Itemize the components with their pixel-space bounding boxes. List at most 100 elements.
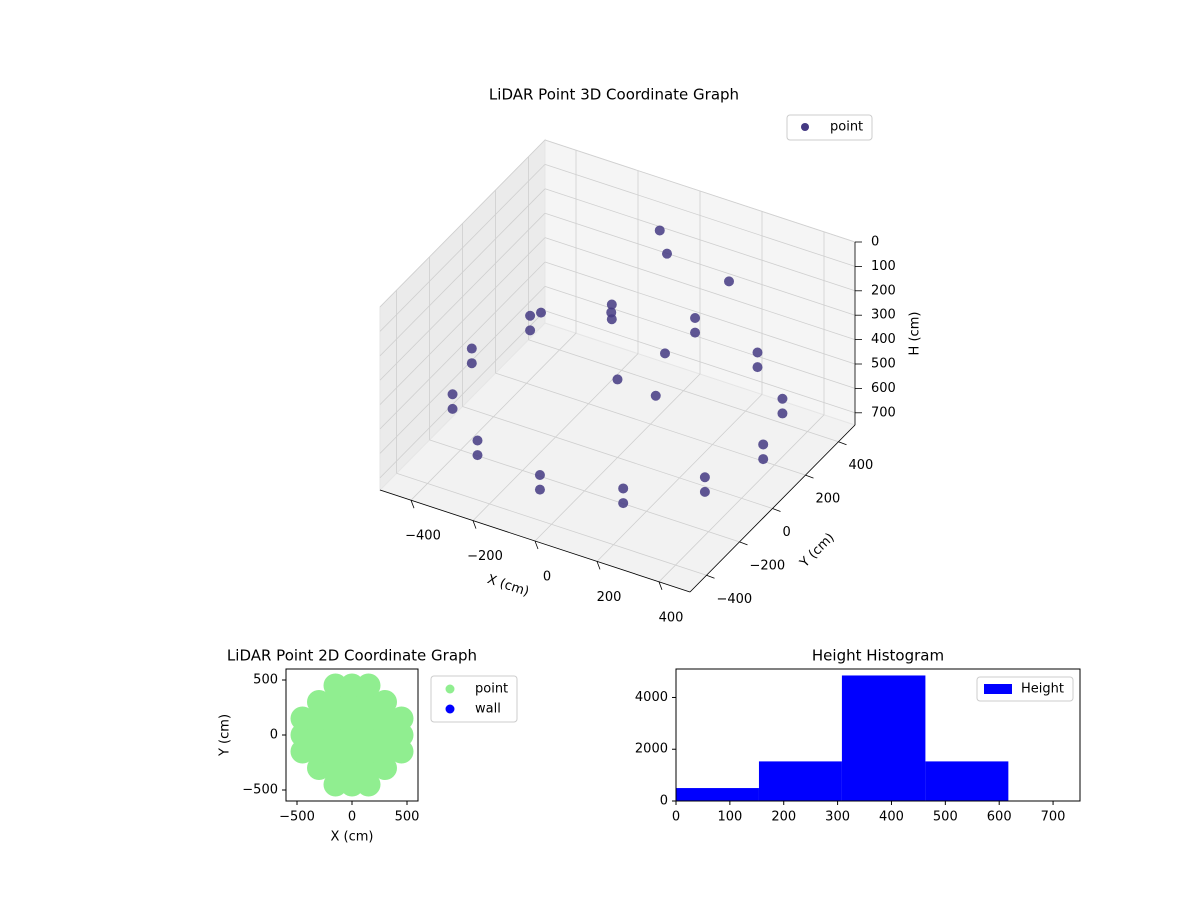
point bbox=[699, 472, 710, 483]
point bbox=[323, 706, 348, 731]
x-tick-label: −500 bbox=[279, 810, 315, 825]
legend-box bbox=[976, 676, 1074, 702]
y-axis-line bbox=[689, 424, 856, 593]
x-tick-label: 400 bbox=[659, 610, 684, 625]
x-tick-label: 100 bbox=[717, 810, 742, 825]
grid-line bbox=[379, 139, 546, 308]
chart-title: LiDAR Point 3D Coordinate Graph bbox=[489, 86, 739, 104]
point bbox=[525, 310, 536, 321]
point bbox=[777, 393, 788, 404]
grid-line bbox=[379, 310, 546, 479]
y-tick-label: 2000 bbox=[635, 742, 668, 757]
point bbox=[525, 325, 536, 336]
grid-line bbox=[462, 406, 773, 509]
legend-marker bbox=[445, 684, 455, 694]
point bbox=[307, 706, 331, 731]
point bbox=[323, 772, 348, 797]
grid-line bbox=[544, 237, 856, 340]
point bbox=[618, 498, 629, 509]
x-tick-label: 0 bbox=[543, 570, 551, 585]
point bbox=[752, 362, 763, 373]
point bbox=[660, 348, 670, 359]
y-tick-label: −200 bbox=[750, 558, 786, 573]
point bbox=[356, 706, 381, 731]
grid-line bbox=[379, 286, 546, 454]
x-axis-label: X (cm) bbox=[331, 830, 374, 845]
tick-mark bbox=[706, 574, 715, 579]
y-tick-label: 200 bbox=[816, 492, 841, 507]
point bbox=[612, 374, 623, 385]
grid-line bbox=[544, 212, 856, 316]
z-tick-label: 100 bbox=[871, 259, 896, 274]
point bbox=[340, 772, 364, 797]
point bbox=[699, 486, 710, 497]
grid-line bbox=[396, 472, 707, 576]
point bbox=[307, 690, 331, 714]
point bbox=[758, 454, 769, 465]
point bbox=[356, 673, 381, 698]
point bbox=[340, 673, 364, 698]
point bbox=[373, 690, 397, 714]
tick-mark bbox=[410, 500, 415, 509]
point bbox=[307, 723, 331, 747]
point bbox=[373, 739, 397, 764]
x-tick-label: 500 bbox=[395, 810, 420, 825]
grid-line bbox=[544, 286, 856, 389]
point bbox=[340, 756, 364, 780]
point bbox=[356, 723, 381, 747]
legend-marker bbox=[984, 684, 1012, 694]
point bbox=[323, 723, 348, 747]
y-tick-label: −500 bbox=[242, 783, 278, 798]
point bbox=[323, 756, 348, 780]
grid-line bbox=[544, 188, 856, 292]
y-tick-label: −400 bbox=[717, 592, 753, 607]
point bbox=[323, 690, 348, 714]
y-axis-label: Y (cm) bbox=[797, 530, 838, 571]
x-tick-label: 200 bbox=[597, 590, 622, 605]
tick-mark bbox=[805, 474, 814, 479]
point bbox=[323, 739, 348, 764]
bar bbox=[758, 761, 842, 801]
point bbox=[536, 307, 546, 318]
point bbox=[606, 307, 617, 318]
y-axis-label: Y (cm) bbox=[218, 714, 233, 757]
z-tick-label: 0 bbox=[871, 235, 879, 250]
legend-marker bbox=[445, 704, 455, 714]
point bbox=[758, 439, 769, 450]
point bbox=[340, 690, 364, 714]
x-axis-label: X (cm) bbox=[485, 572, 531, 600]
point bbox=[323, 673, 348, 698]
tick-mark bbox=[772, 508, 781, 512]
z-tick-label: 200 bbox=[871, 283, 896, 298]
z-tick-label: 400 bbox=[871, 332, 896, 347]
chart-2d: point wall −500 0 500 −500 0 500 X (cm) Y (cm) LiD… bbox=[218, 647, 518, 845]
y-tick-label: 500 bbox=[253, 673, 278, 688]
point bbox=[290, 706, 315, 731]
bar bbox=[676, 788, 759, 801]
point bbox=[472, 450, 483, 461]
point bbox=[373, 756, 397, 780]
tick-mark bbox=[838, 441, 847, 446]
point bbox=[690, 327, 701, 338]
point bbox=[534, 484, 545, 495]
legend-label: point bbox=[830, 120, 863, 135]
bar bbox=[841, 675, 926, 801]
chart-hist: 0 100 200 300 400 500 600 700 0 2000 4000 Height Hei… bbox=[635, 647, 1081, 825]
legend-box bbox=[430, 675, 518, 723]
x-tick-label: 500 bbox=[933, 810, 958, 825]
point bbox=[356, 739, 381, 764]
y-tick-label: 0 bbox=[783, 525, 791, 540]
point bbox=[290, 739, 315, 764]
grid-line bbox=[379, 261, 546, 430]
point bbox=[307, 756, 331, 780]
legend-label: point bbox=[475, 682, 508, 697]
point bbox=[654, 225, 665, 236]
point bbox=[466, 358, 477, 369]
z-axis-label: H (cm) bbox=[908, 312, 923, 356]
point bbox=[356, 756, 381, 780]
y-tick-label: 0 bbox=[660, 794, 668, 809]
x-axis-line bbox=[379, 489, 691, 593]
point bbox=[340, 706, 364, 731]
bar bbox=[925, 761, 1009, 801]
